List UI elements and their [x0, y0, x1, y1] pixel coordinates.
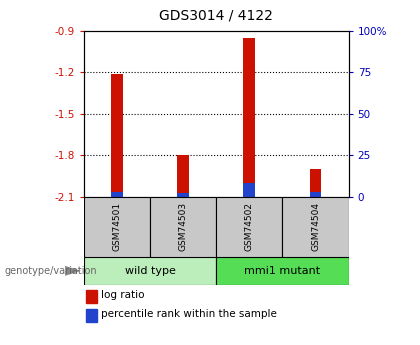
Text: mmi1 mutant: mmi1 mutant: [244, 266, 320, 276]
Bar: [84, 257, 216, 285]
Text: percentile rank within the sample: percentile rank within the sample: [101, 309, 277, 319]
Text: GSM74503: GSM74503: [179, 202, 188, 252]
Bar: [177, 193, 189, 197]
Text: wild type: wild type: [125, 266, 176, 276]
Bar: [310, 192, 321, 197]
Bar: [244, 38, 255, 197]
Bar: [111, 192, 123, 197]
Polygon shape: [65, 266, 81, 276]
Text: log ratio: log ratio: [101, 290, 144, 300]
Text: GDS3014 / 4122: GDS3014 / 4122: [159, 9, 273, 23]
Bar: [216, 197, 282, 257]
Text: GSM74504: GSM74504: [311, 202, 320, 252]
Bar: [111, 74, 123, 197]
Bar: [216, 257, 349, 285]
Bar: [310, 169, 321, 197]
Text: GSM74502: GSM74502: [245, 202, 254, 252]
Bar: [244, 184, 255, 197]
Bar: [177, 155, 189, 197]
Text: genotype/variation: genotype/variation: [4, 266, 97, 276]
Text: GSM74501: GSM74501: [113, 202, 121, 252]
Bar: [84, 197, 150, 257]
Bar: [150, 197, 216, 257]
Bar: [282, 197, 349, 257]
